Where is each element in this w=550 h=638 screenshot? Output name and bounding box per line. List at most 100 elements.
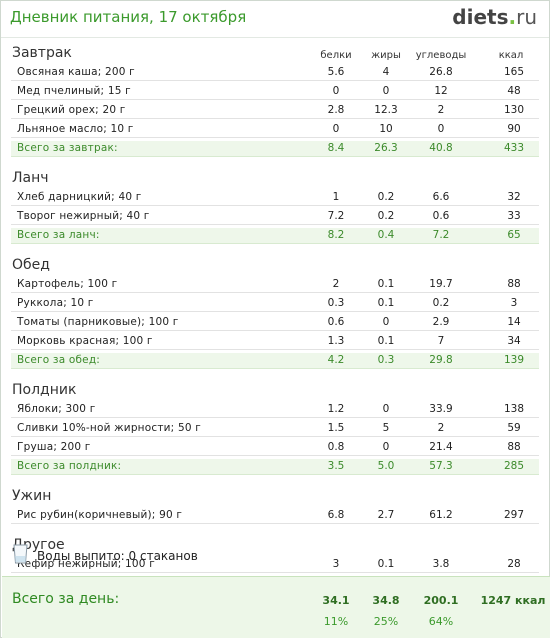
value-carbs: 7 [437,335,445,347]
food-name: Хлеб дарницкий; 40 г [17,191,142,203]
food-row[interactable]: Творог нежирный; 40 г 7.2 0.2 0.6 33 [11,209,539,225]
value-fat: 4 [382,66,390,78]
value-carbs: 0.6 [432,210,450,222]
food-row[interactable]: Груша; 200 г 0.8 0 21.4 88 [11,440,539,456]
value-kcal: 65 [507,229,521,241]
value-protein: 3.5 [327,460,345,472]
food-name: Картофель; 100 г [17,278,118,290]
day-total-fat: 34.8 [372,594,400,607]
value-protein: 1.5 [327,422,345,434]
value-kcal: 88 [507,441,521,453]
food-row[interactable]: Морковь красная; 100 г 1.3 0.1 7 34 [11,334,539,350]
value-fat: 5 [382,422,390,434]
food-row[interactable]: Льняное масло; 10 г 0 10 0 90 [11,122,539,138]
food-name: Сливки 10%-ной жирности; 50 г [17,422,201,434]
value-fat: 0 [382,316,390,328]
value-carbs: 12 [434,85,448,97]
value-fat: 2.7 [377,509,395,521]
value-kcal: 285 [503,460,525,472]
meal-title: Завтрак [12,45,72,61]
food-row[interactable]: Овсяная каша; 200 г 5.6 4 26.8 165 [11,65,539,81]
logo-dot: . [508,5,517,29]
value-carbs: 29.8 [429,354,453,366]
value-fat: 0.3 [377,354,395,366]
value-kcal: 33 [507,210,521,222]
value-fat: 0.2 [377,210,395,222]
value-fat: 0.2 [377,191,395,203]
food-name: Грецкий орех; 20 г [17,104,126,116]
food-row[interactable]: Яблоки; 300 г 1.2 0 33.9 138 [11,402,539,418]
food-row[interactable]: Рис рубин(коричневый); 90 г 6.8 2.7 61.2 297 [11,508,539,524]
value-protein: 2.8 [327,104,345,116]
food-row[interactable]: Мед пчелиный; 15 г 0 0 12 48 [11,84,539,100]
column-header-kcal: ккал [498,50,524,61]
food-name: Льняное масло; 10 г [17,123,134,135]
food-name: Овсяная каша; 200 г [17,66,135,78]
value-protein: 0 [332,85,340,97]
day-total-label: Всего за день: [12,591,120,607]
food-name: Творог нежирный; 40 г [17,210,150,222]
value-protein: 4.2 [327,354,345,366]
logo-tld: ru [516,5,537,29]
value-protein: 1.3 [327,335,345,347]
meal-total-row: Всего за ланч: 8.2 0.4 7.2 65 [11,228,539,244]
value-fat: 0 [382,85,390,97]
value-carbs: 3.8 [432,558,450,570]
meal-title: Ужин [12,488,52,504]
value-fat: 0.1 [377,297,395,309]
value-carbs: 2 [437,104,445,116]
logo-main: diets [452,5,509,29]
value-protein: 0.3 [327,297,345,309]
value-kcal: 48 [507,85,521,97]
meal-title: Полдник [12,382,77,398]
value-kcal: 59 [507,422,521,434]
value-carbs: 21.4 [429,441,453,453]
value-fat: 0.1 [377,335,395,347]
value-carbs: 2 [437,422,445,434]
value-kcal: 88 [507,278,521,290]
day-total-kcal: 1247 ккал [480,594,546,607]
food-row[interactable]: Сливки 10%-ной жирности; 50 г 1.5 5 2 59 [11,421,539,437]
value-protein: 6.8 [327,509,345,521]
food-row[interactable]: Кефир нежирный; 100 г 3 0.1 3.8 28 [11,557,539,573]
value-fat: 10 [379,123,393,135]
value-carbs: 6.6 [432,191,450,203]
value-kcal: 297 [503,509,525,521]
value-kcal: 28 [507,558,521,570]
food-row[interactable]: Грецкий орех; 20 г 2.8 12.3 2 130 [11,103,539,119]
day-total: Всего за день: 34.1 34.8 200.1 1247 ккал… [2,576,550,638]
meal-total-label: Всего за завтрак: [17,142,118,154]
meal-title: Ланч [12,170,49,186]
value-protein: 0.6 [327,316,345,328]
value-carbs: 19.7 [429,278,453,290]
value-protein: 1 [332,191,340,203]
food-row[interactable]: Хлеб дарницкий; 40 г 1 0.2 6.6 32 [11,190,539,206]
value-kcal: 90 [507,123,521,135]
food-name: Мед пчелиный; 15 г [17,85,131,97]
value-carbs: 61.2 [429,509,453,521]
site-logo[interactable]: diets.ru [452,5,537,29]
meal-title: Обед [12,257,50,273]
day-total-protein: 34.1 [322,594,350,607]
page-title: Дневник питания, 17 октября [10,8,247,26]
food-name: Рис рубин(коричневый); 90 г [17,509,183,521]
value-fat: 12.3 [374,104,398,116]
food-row[interactable]: Картофель; 100 г 2 0.1 19.7 88 [11,277,539,293]
meal-total-row: Всего за завтрак: 8.4 26.3 40.8 433 [11,141,539,157]
value-fat: 5.0 [377,460,395,472]
value-carbs: 33.9 [429,403,453,415]
value-carbs: 57.3 [429,460,453,472]
food-name: Томаты (парниковые); 100 г [17,316,179,328]
value-kcal: 34 [507,335,521,347]
column-header-protein: белки [320,50,352,61]
food-name: Руккола; 10 г [17,297,94,309]
food-row[interactable]: Руккола; 10 г 0.3 0.1 0.2 3 [11,296,539,312]
value-protein: 5.6 [327,66,345,78]
header: Дневник питания, 17 октября diets.ru [1,1,549,35]
meal-total-row: Всего за полдник: 3.5 5.0 57.3 285 [11,459,539,475]
food-row[interactable]: Томаты (парниковые); 100 г 0.6 0 2.9 14 [11,315,539,331]
value-fat: 0.1 [377,278,395,290]
water-counter: Воды выпито: 0 стаканов [37,549,198,563]
column-header-fat: жиры [371,50,401,61]
value-fat: 0.4 [377,229,395,241]
